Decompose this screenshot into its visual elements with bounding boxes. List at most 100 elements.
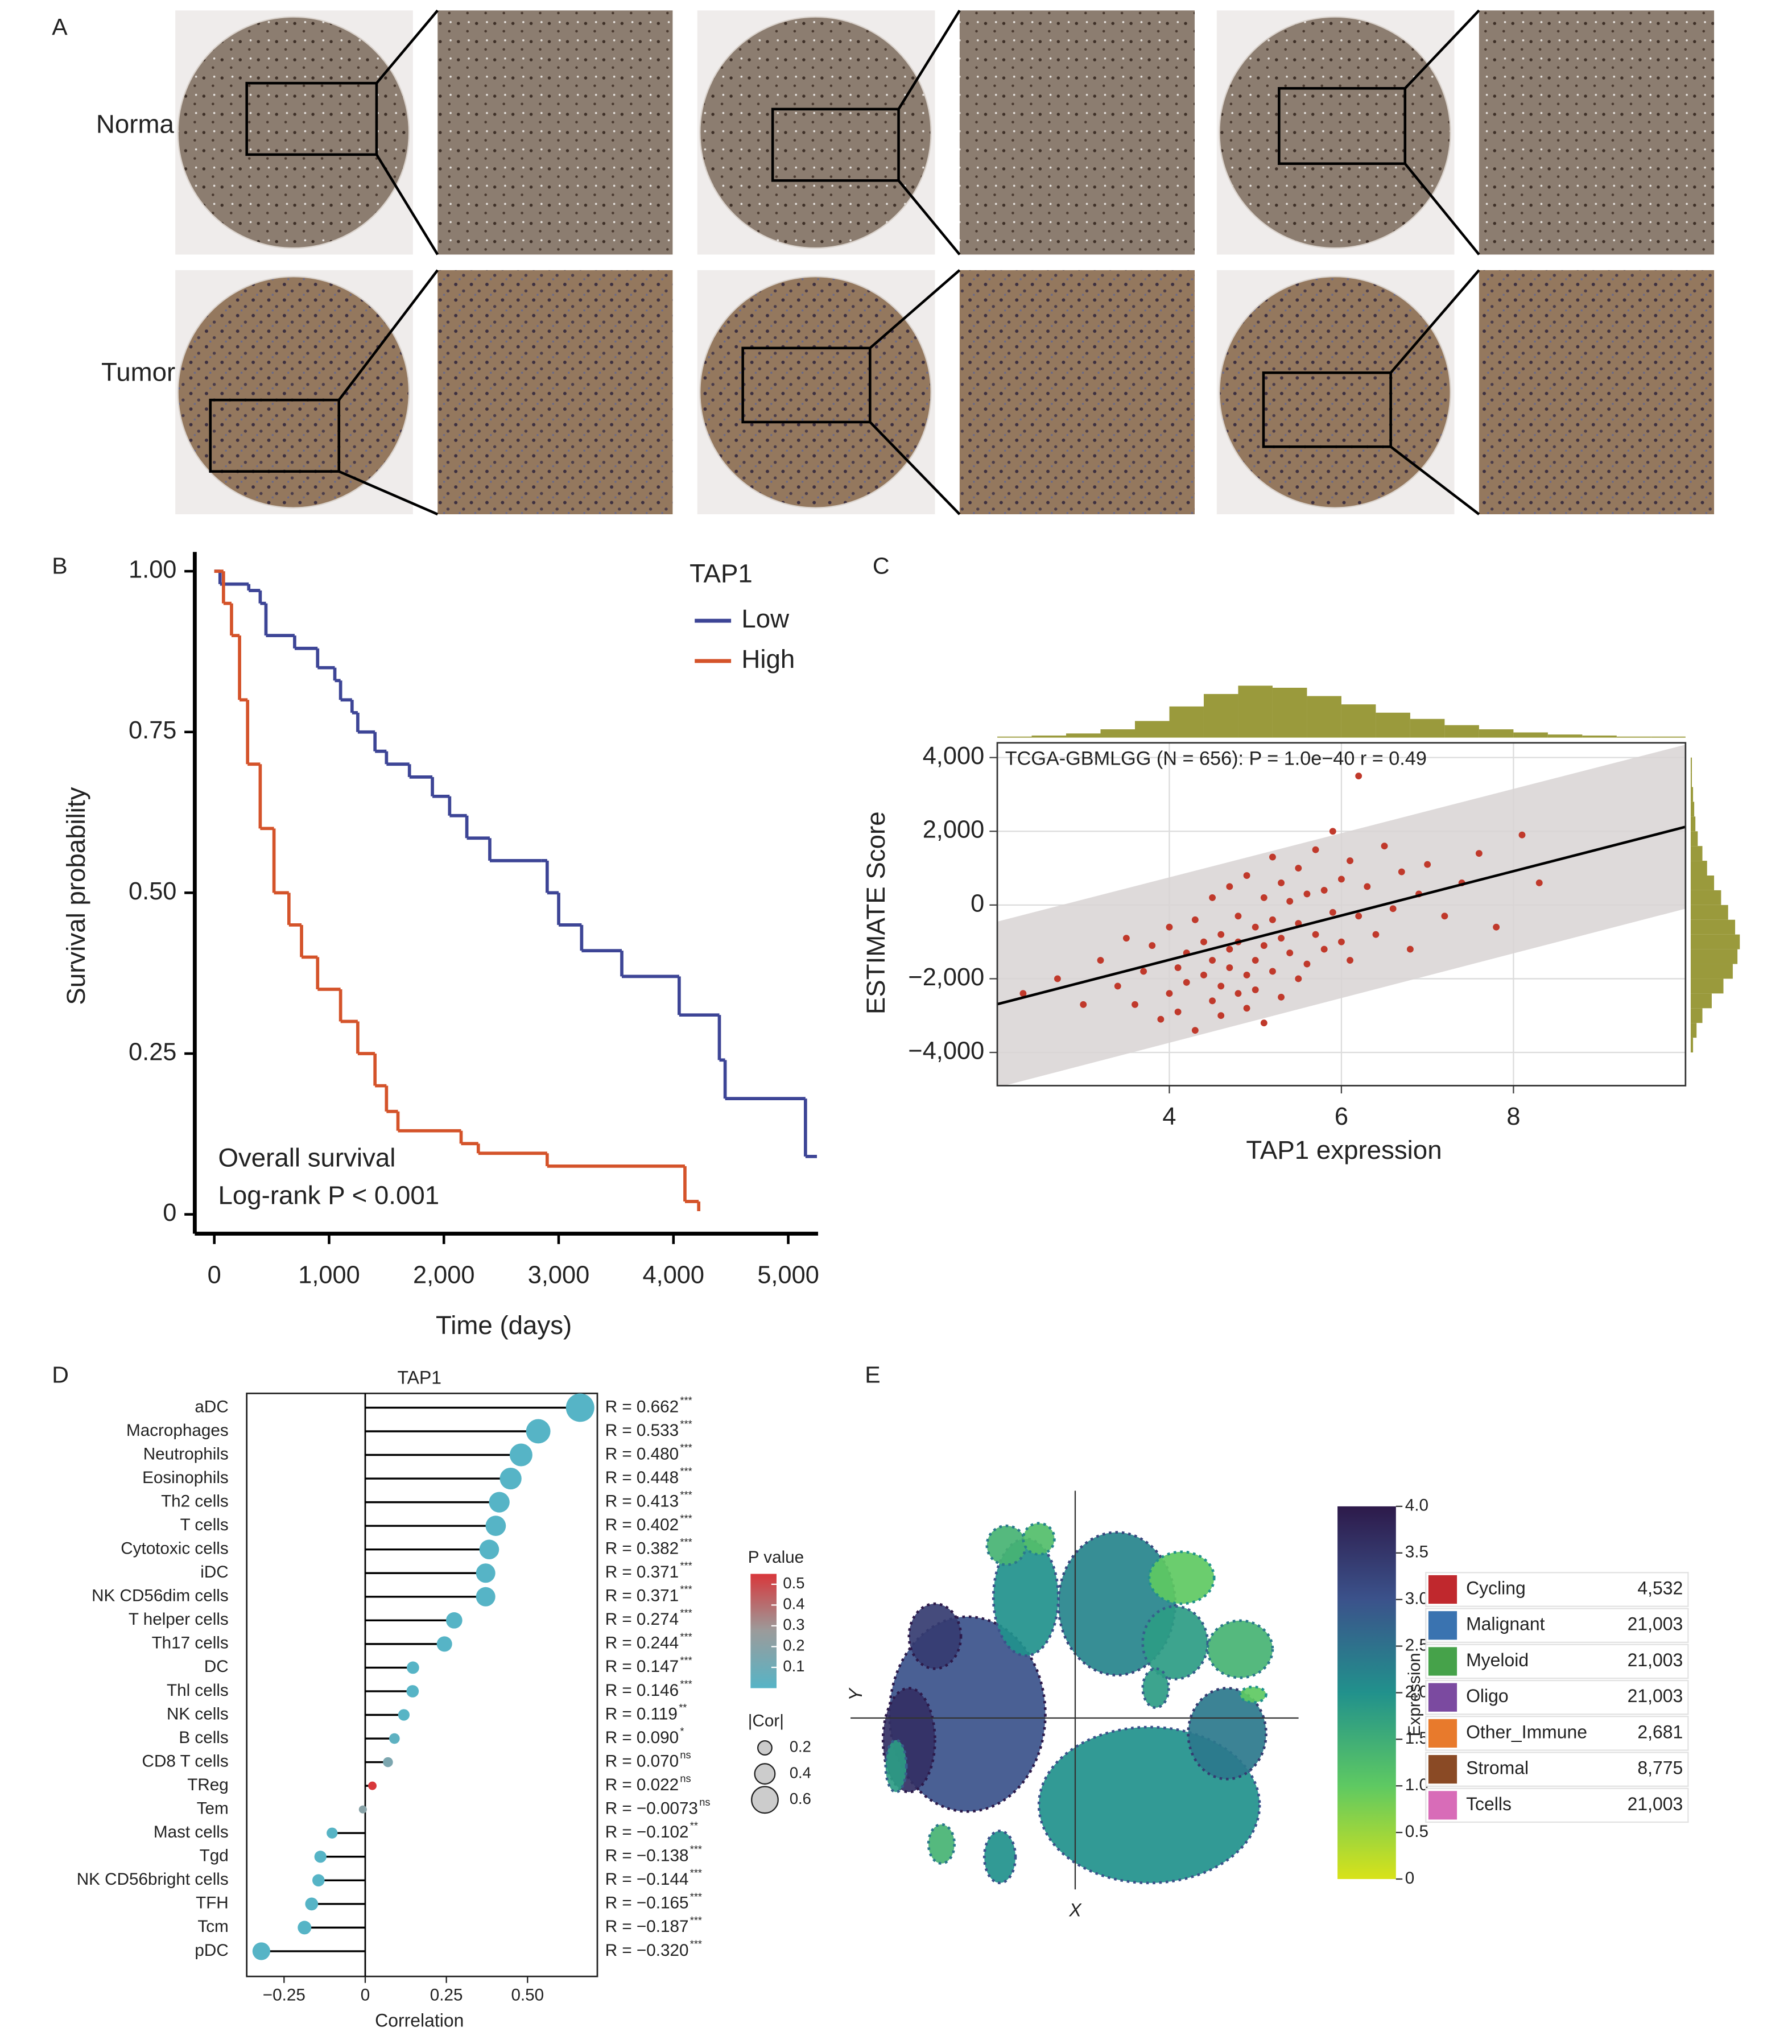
value-label: R = 0.382 [605,1539,679,1558]
size-key [757,1740,773,1756]
hist-bar [1444,725,1479,738]
category-label: NK cells [167,1704,229,1723]
size-key [754,1763,776,1785]
legend-label: Cycling [1466,1578,1526,1598]
panel-label: E [865,1362,880,1388]
fit-line [997,825,1686,1006]
legend-title: TAP1 [689,559,753,588]
annotation: TCGA-GBMLGG (N = 656): P = 1.0e−40 r = 0… [1005,748,1427,769]
inset-box [1262,371,1392,448]
lollipop-dot [368,1781,377,1790]
hist-bar [997,736,1032,738]
point [1278,935,1285,942]
hist-bar [1307,696,1341,738]
value-label: R = 0.244 [605,1634,679,1653]
category-label: Neutrophils [143,1444,229,1463]
cell-cluster [1147,1550,1216,1605]
significance: ** [679,1702,687,1713]
panel-label: D [52,1362,69,1388]
cell-cluster [884,1739,908,1794]
table-row [1425,1787,1689,1823]
point [1166,923,1173,931]
point [1329,909,1336,916]
colorbar-label: 0.5 [783,1574,804,1592]
inset-connector [375,9,439,84]
cell-cluster [907,1602,963,1670]
hist-bar [1651,736,1686,738]
colorbar-label: 2.0 [1405,1682,1428,1701]
colorbar [750,1574,777,1688]
lollipop-dot [476,1563,496,1583]
hist-bar [1690,949,1738,964]
cell-cluster [982,1830,1017,1885]
zoom-image [437,270,673,514]
category-label: Eosinophils [142,1468,229,1487]
point [1200,938,1207,945]
category-label: aDC [195,1397,228,1416]
hist-bar [1690,964,1733,979]
inset-connector [338,470,439,516]
hist-bar [1690,890,1721,905]
point [1295,975,1302,982]
point [1080,1001,1087,1008]
point [1355,773,1362,779]
y-tick-label: 2,000 [923,816,985,844]
point [1234,990,1242,997]
hist-bar [1031,735,1067,738]
table-row [1425,1716,1689,1751]
category-label: iDC [200,1563,228,1581]
cell-cluster [1238,1685,1267,1704]
significance: *** [690,1914,702,1926]
point [1260,1019,1267,1027]
point [1338,876,1345,883]
lollipop-dot [398,1709,410,1721]
point [1372,931,1380,938]
significance: *** [680,1442,692,1453]
category-label: Tcm [197,1917,228,1936]
significance: ** [690,1820,698,1832]
value-label: R = 0.413 [605,1492,679,1510]
significance: ns [680,1749,691,1761]
point [1347,857,1353,865]
y-tick-label: 4,000 [923,742,985,770]
point [1226,945,1233,953]
point [1157,1015,1165,1023]
hist-bar [1690,802,1695,817]
cell-cluster [1206,1619,1274,1679]
category-label: TFH [196,1894,229,1913]
point [1518,831,1526,839]
value-label: R = 0.533 [605,1421,679,1440]
point [1217,982,1225,990]
x-tick-label: 0.25 [430,1985,463,2004]
hist-bar [1690,831,1698,846]
point [1312,846,1319,853]
significance: *** [680,1583,692,1595]
point [1278,993,1285,1001]
y-tick-label: 0.50 [129,878,176,905]
point [1140,968,1147,975]
legend-swatch [1428,1683,1457,1712]
value-label: R = 0.371 [605,1587,679,1605]
colorbar-label: 0.1 [783,1657,804,1675]
tissue-core [177,16,410,249]
y-axis-title: Y [845,1687,866,1701]
point [1234,912,1242,920]
tissue-core [699,276,932,509]
lollipop-dot [305,1897,319,1911]
lollipop-dot [476,1587,496,1607]
point [1019,990,1027,997]
cell-count: 21,003 [1628,1686,1683,1706]
legend-label: Tcells [1466,1794,1512,1814]
point [1347,957,1353,964]
category-label: TReg [187,1775,229,1794]
significance: *** [680,1489,692,1501]
hist-bar [1376,712,1410,738]
point [1286,898,1294,905]
lollipop-dot [327,1827,338,1839]
table-row [1425,1679,1689,1715]
colorbar-label: 0.3 [783,1616,804,1633]
value-label: R = −0.320 [605,1941,689,1960]
legend-label: Myeloid [1466,1650,1529,1670]
point [1243,1005,1250,1012]
y-tick-label: −2,000 [908,964,984,991]
